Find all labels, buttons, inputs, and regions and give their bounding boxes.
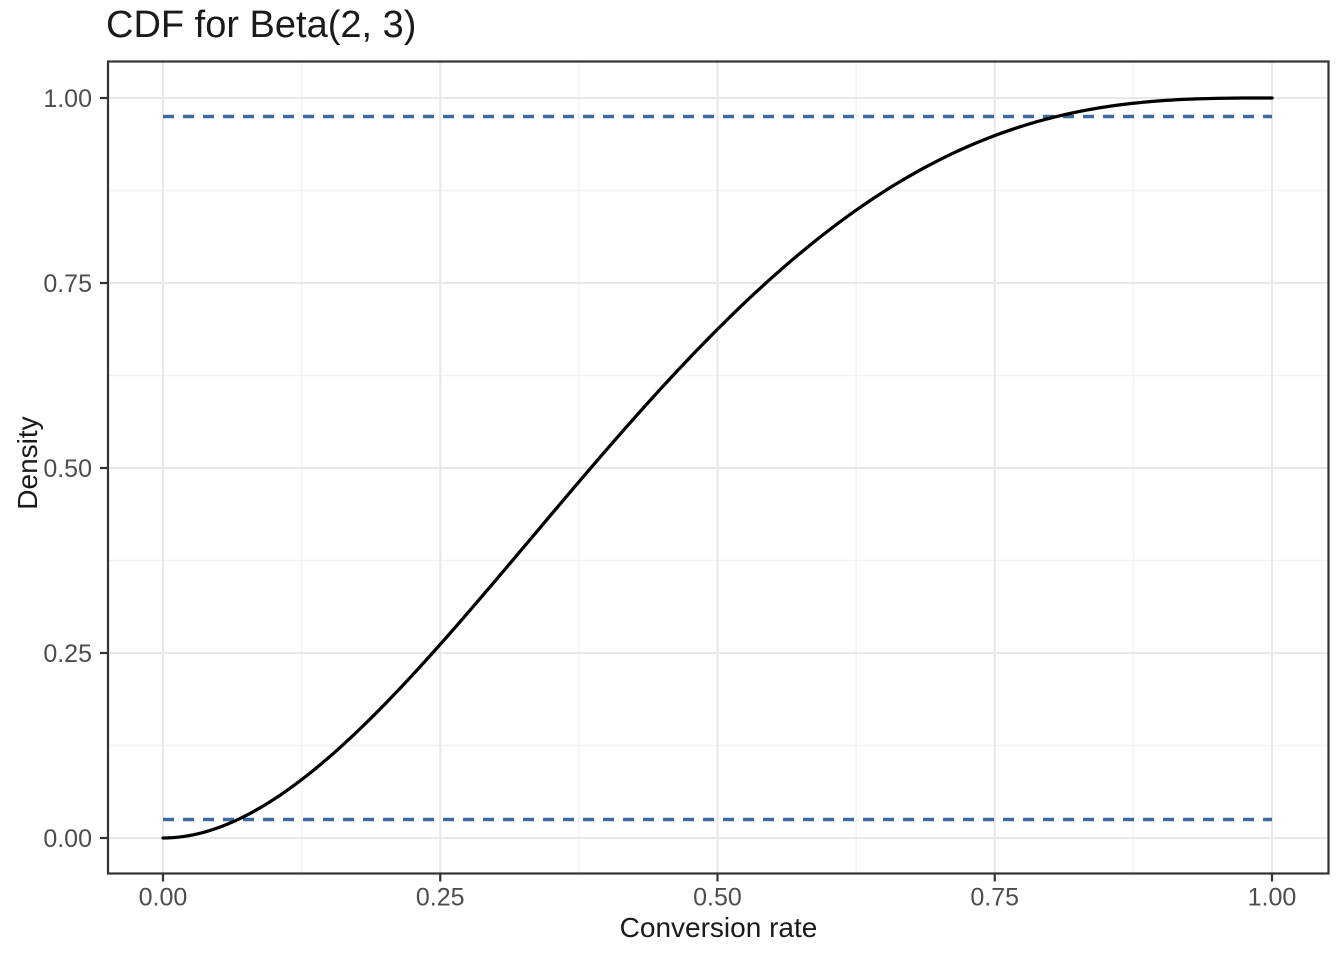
x-tick-label: 0.25 bbox=[416, 884, 465, 912]
x-tick-label: 1.00 bbox=[1248, 884, 1297, 912]
y-tick-label: 1.00 bbox=[43, 85, 92, 113]
x-axis-title: Conversion rate bbox=[619, 912, 818, 943]
y-tick-label: 0.50 bbox=[43, 455, 92, 483]
chart-title: CDF for Beta(2, 3) bbox=[106, 4, 417, 46]
cdf-curve bbox=[161, 96, 1274, 840]
y-tick-label: 0.25 bbox=[43, 640, 92, 668]
y-tick-label: 0.00 bbox=[43, 825, 92, 853]
x-tick-label: 0.50 bbox=[693, 884, 742, 912]
x-tick-label: 0.00 bbox=[139, 884, 188, 912]
x-tick-label: 0.75 bbox=[970, 884, 1019, 912]
y-axis-title: Density bbox=[12, 416, 43, 510]
y-tick-label: 0.75 bbox=[43, 270, 92, 298]
